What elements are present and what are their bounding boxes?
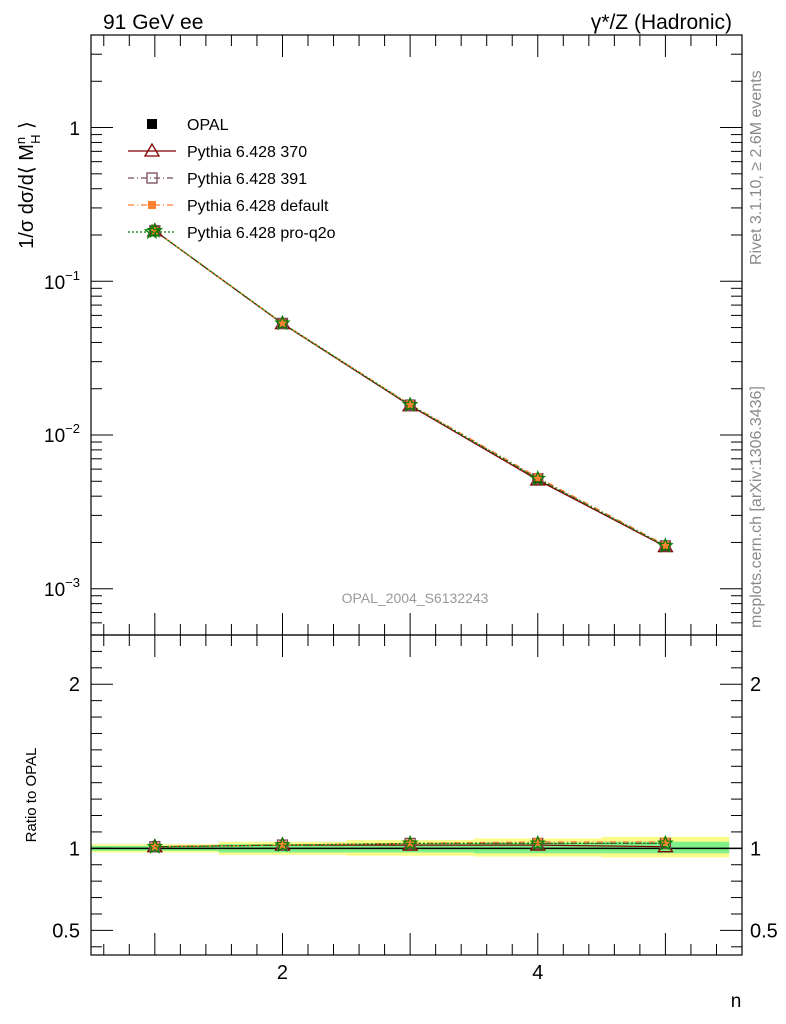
ratio-point <box>406 839 415 848</box>
main-ytick-label: 10−2 <box>44 421 80 447</box>
legend-marker <box>143 142 161 157</box>
ratio-ytick-label: 1 <box>69 838 80 860</box>
legend-entry: Pythia 6.428 default <box>187 198 329 215</box>
x-tick-label: 4 <box>532 962 543 984</box>
data-point <box>533 473 542 482</box>
main-ytick-label: 1 <box>69 119 80 140</box>
ratio-ytick-label: 0.5 <box>52 920 80 942</box>
data-point <box>149 225 161 237</box>
header-right-label: γ*/Z (Hadronic) <box>591 11 732 34</box>
band-green <box>601 841 730 854</box>
main-ytick-label: 10−1 <box>44 268 80 294</box>
data-point <box>150 226 159 235</box>
legend-marker <box>146 172 158 184</box>
legend-entry: Pythia 6.428 391 <box>187 171 307 188</box>
header-left-label: 91 GeV ee <box>103 11 203 34</box>
main-y-axis-label: 1/σ dσ/d⟨ MnH ⟩ <box>13 121 43 249</box>
ratio-ytick-label-right: 2 <box>750 674 761 696</box>
ratio-point <box>657 834 674 851</box>
rivet-label: Rivet 3.1.10, ≥ 2.6M events <box>748 70 765 265</box>
ratio-axis-ticks <box>91 635 743 955</box>
data-point <box>404 399 416 411</box>
ratio-ytick-label-right: 1 <box>750 838 761 860</box>
main-series <box>146 222 674 553</box>
ratio-point <box>278 841 287 850</box>
ratio-point <box>661 837 670 846</box>
ratio-line <box>154 841 666 848</box>
data-point <box>657 537 674 553</box>
data-point <box>276 317 289 330</box>
analysis-watermark: OPAL_2004_S6132243 <box>342 590 489 606</box>
ratio-point <box>146 838 164 854</box>
data-point <box>401 396 419 412</box>
ratio-point <box>274 836 291 853</box>
ratio-point <box>401 834 419 851</box>
ratio-point <box>529 834 547 851</box>
legend-marker <box>143 223 161 240</box>
data-point <box>661 541 670 550</box>
series-line <box>154 230 666 547</box>
ratio-series <box>146 834 674 854</box>
ratio-panel-frame <box>90 634 743 956</box>
data-point <box>274 314 291 331</box>
ratio-ytick-labels: 0.5 0.5 1 1 2 2 <box>52 674 778 942</box>
mcplots-label: mcplots.cern.ch [arXiv:1306.3436] <box>748 386 765 628</box>
ratio-y-axis-label: Ratio to OPAL <box>23 748 40 843</box>
legend: OPAL Pythia 6.428 370 Pythia 6.428 391 Pyth… <box>128 117 336 242</box>
legend-entry: Pythia 6.428 pro-q2o <box>187 225 336 242</box>
data-point <box>659 540 672 552</box>
series-line <box>154 230 666 548</box>
x-tick-label: 2 <box>277 962 288 984</box>
data-point <box>406 400 415 409</box>
data-point <box>278 319 287 328</box>
legend-entry: Pythia 6.428 370 <box>187 144 307 161</box>
series-line <box>154 230 666 547</box>
ratio-bands <box>91 836 742 858</box>
ratio-ytick-label-right: 0.5 <box>750 920 778 942</box>
legend-marker <box>147 119 157 129</box>
ratio-ytick-label: 2 <box>69 674 80 696</box>
ratio-point <box>533 837 542 846</box>
legend-entry: OPAL <box>187 117 229 134</box>
main-axis-ticks <box>91 34 743 636</box>
x-axis-label: n <box>731 991 742 1012</box>
data-point <box>529 470 546 486</box>
main-ytick-label: 10−3 <box>44 575 80 601</box>
series-line <box>154 230 666 546</box>
legend-marker <box>148 201 156 209</box>
ratio-line <box>154 842 666 848</box>
